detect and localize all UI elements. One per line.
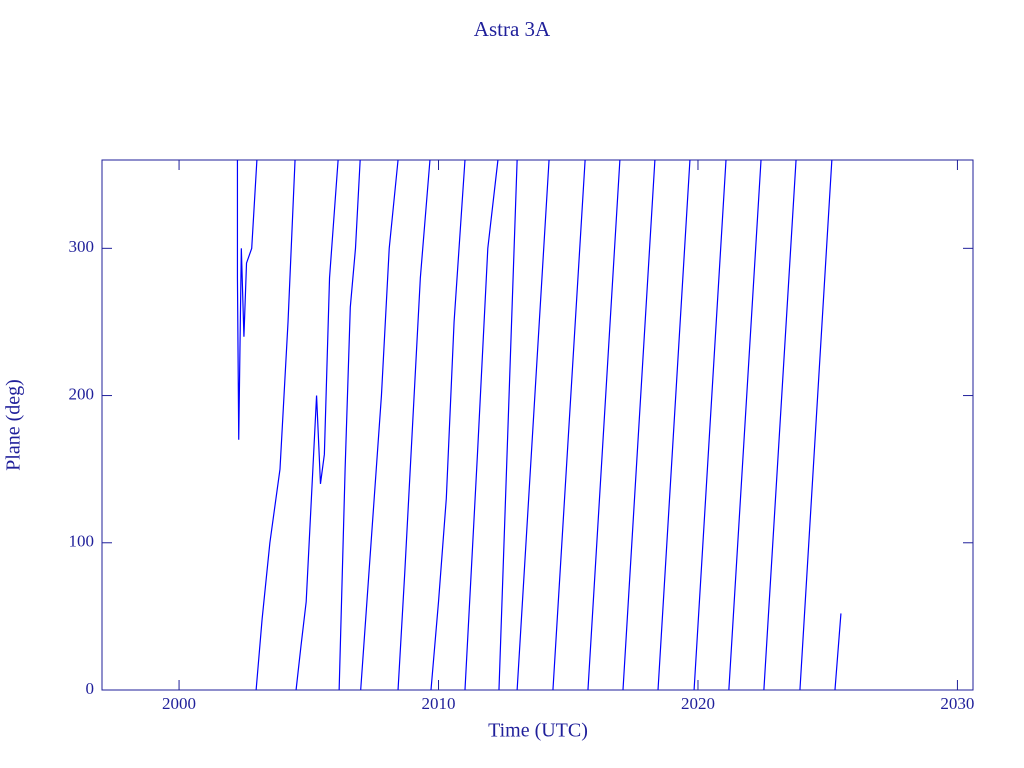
x-tick-label: 2000 <box>162 694 196 713</box>
y-tick-label: 100 <box>69 532 95 551</box>
y-tick-label: 300 <box>69 237 95 256</box>
x-axis-label: Time (UTC) <box>488 720 588 742</box>
y-axis-label: Plane (deg) <box>3 379 25 471</box>
chart-title: Astra 3A <box>474 17 551 41</box>
y-tick-label: 0 <box>86 679 95 698</box>
plot-frame <box>101 159 974 691</box>
x-tick-label: 2010 <box>422 694 456 713</box>
x-tick-label: 2030 <box>940 694 974 713</box>
y-tick-label: 200 <box>69 384 95 403</box>
data-line <box>236 159 842 691</box>
x-tick-label: 2020 <box>681 694 715 713</box>
